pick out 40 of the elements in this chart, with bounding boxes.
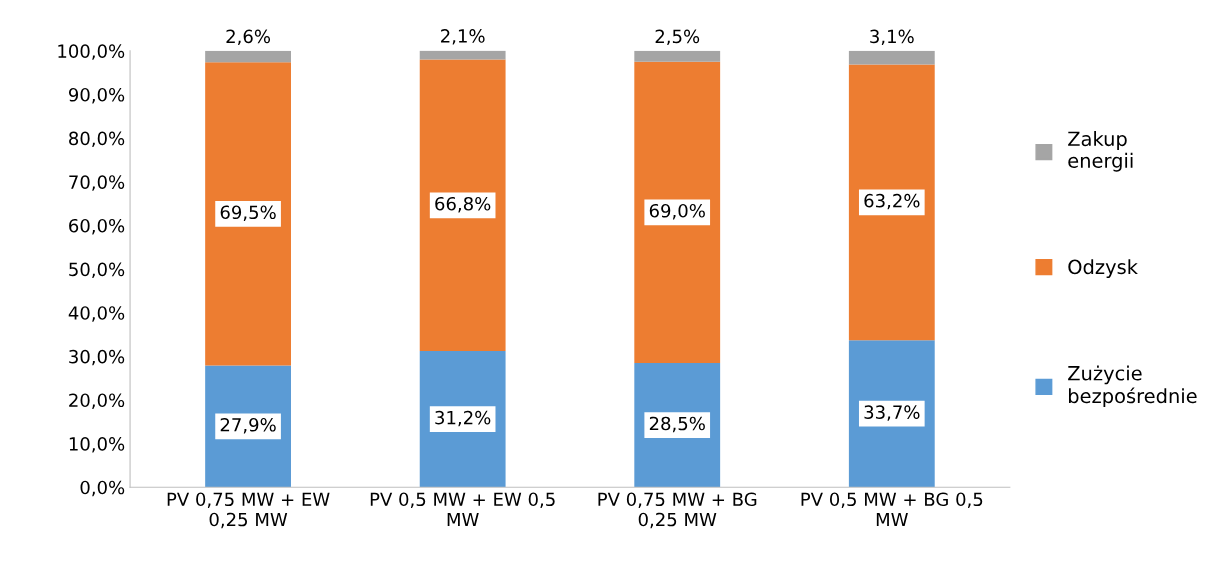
data-label: 33,7% bbox=[864, 405, 920, 421]
y-tick-label: 60,0% bbox=[69, 218, 125, 235]
bar bbox=[848, 50, 935, 65]
bar bbox=[419, 50, 506, 60]
y-tick-label: 90,0% bbox=[68, 87, 125, 104]
y-tick-label: 80,0% bbox=[69, 131, 125, 148]
data-label: 27,9% bbox=[220, 417, 276, 434]
data-label: 63,2% bbox=[864, 193, 920, 210]
data-label: 3,1% bbox=[870, 29, 914, 46]
bar bbox=[419, 351, 506, 488]
y-tick-label: 50,0% bbox=[69, 262, 125, 279]
bar bbox=[205, 62, 291, 366]
bar bbox=[419, 59, 506, 352]
y-tick-label: 0,0% bbox=[80, 480, 125, 497]
data-label: 69,0% bbox=[649, 203, 705, 220]
y-tick-label: 70,0% bbox=[69, 175, 125, 191]
x-tick-label: PV 0,5 MW + EW 0,5 MW bbox=[370, 492, 555, 527]
bar bbox=[634, 61, 721, 363]
x-tick-label: PV 0,5 MW + BG 0,5 MW bbox=[801, 492, 983, 527]
data-label: 69,5% bbox=[220, 205, 276, 221]
legend-label: Zakup energii bbox=[1068, 131, 1133, 172]
bar bbox=[848, 64, 935, 341]
data-label: 2,5% bbox=[655, 29, 700, 46]
y-tick-label: 100,0% bbox=[58, 44, 125, 60]
legend-label: Zużycie bezpośrednie bbox=[1068, 365, 1197, 408]
x-tick-label: PV 0,75 MW + EW 0,25 MW bbox=[167, 492, 330, 529]
data-label: 28,5% bbox=[649, 416, 705, 433]
y-tick-label: 20,0% bbox=[69, 393, 125, 409]
data-label: 2,1% bbox=[441, 29, 485, 45]
x-tick-label: PV 0,75 MW + BG 0,25 MW bbox=[598, 492, 757, 529]
y-tick-label: 40,0% bbox=[68, 306, 125, 322]
bar bbox=[634, 50, 721, 62]
data-label: 2,6% bbox=[226, 29, 271, 46]
y-tick-label: 10,0% bbox=[69, 437, 125, 453]
data-label: 31,2% bbox=[435, 410, 491, 427]
legend-label: Odzysk bbox=[1068, 259, 1138, 278]
bar bbox=[848, 340, 935, 488]
bar bbox=[205, 50, 291, 63]
data-label: 66,8% bbox=[435, 196, 491, 213]
y-tick-label: 30,0% bbox=[69, 349, 125, 366]
